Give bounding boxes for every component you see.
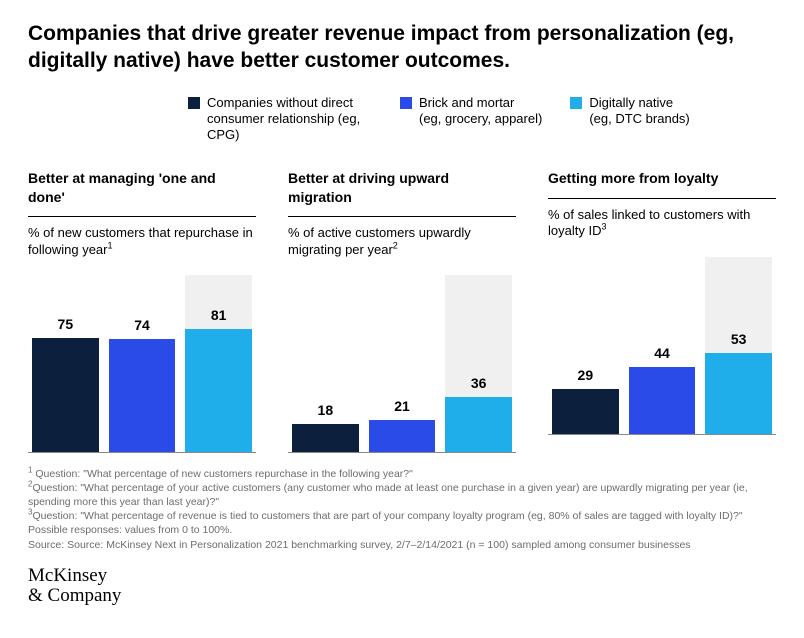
- bar-wrap: 29: [552, 257, 619, 434]
- bar-value-label: 81: [211, 307, 227, 323]
- chart-area: 29 44 53: [548, 257, 776, 435]
- bar: [185, 329, 252, 452]
- bar: [705, 353, 772, 434]
- bar-value-label: 36: [471, 375, 487, 391]
- mckinsey-logo: McKinsey & Company: [28, 566, 776, 606]
- bar: [445, 397, 512, 452]
- chart-panel: Better at managing 'one and done' % of ne…: [28, 169, 256, 452]
- legend-item: Brick and mortar (eg, grocery, apparel): [400, 95, 542, 144]
- footnotes: 1 Question: "What percentage of new cust…: [28, 467, 776, 552]
- bar-value-label: 53: [731, 331, 747, 347]
- legend-label: Brick and mortar (eg, grocery, apparel): [419, 95, 542, 128]
- panel-title: Better at driving upward migration: [288, 169, 516, 205]
- legend: Companies without direct consumer relati…: [188, 95, 776, 144]
- bar-wrap: 18: [292, 275, 359, 452]
- footnote-line: 2Question: "What percentage of your acti…: [28, 481, 776, 509]
- footnote-line: Source: Source: McKinsey Next in Persona…: [28, 538, 776, 552]
- bar-value-label: 74: [134, 317, 150, 333]
- bar-wrap: 44: [629, 257, 696, 434]
- panel-title: Getting more from loyalty: [548, 169, 776, 187]
- chart-area: 18 21 36: [288, 275, 516, 453]
- bar-wrap: 74: [109, 275, 176, 452]
- panel-divider: [548, 198, 776, 199]
- bar-value-label: 29: [578, 367, 594, 383]
- panel-title: Better at managing 'one and done': [28, 169, 256, 205]
- chart-area: 75 74 81: [28, 275, 256, 453]
- bar-wrap: 21: [369, 275, 436, 452]
- panel-subtitle: % of new customers that repurchase in fo…: [28, 225, 256, 261]
- panel-divider: [288, 216, 516, 217]
- bar: [369, 420, 436, 452]
- legend-swatch: [188, 97, 200, 109]
- bar-value-label: 44: [654, 345, 670, 361]
- bar: [292, 424, 359, 451]
- bar-wrap: 36: [445, 275, 512, 452]
- bar-wrap: 75: [32, 275, 99, 452]
- legend-item: Digitally native (eg, DTC brands): [570, 95, 689, 144]
- legend-item: Companies without direct consumer relati…: [188, 95, 372, 144]
- legend-swatch: [570, 97, 582, 109]
- bar-value-label: 21: [394, 398, 410, 414]
- panel-subtitle: % of active customers upwardly migrating…: [288, 225, 516, 261]
- bar-wrap: 53: [705, 257, 772, 434]
- panels-row: Better at managing 'one and done' % of ne…: [28, 169, 776, 452]
- panel-divider: [28, 216, 256, 217]
- footnote-line: 1 Question: "What percentage of new cust…: [28, 467, 776, 481]
- bar: [109, 339, 176, 451]
- bar-value-label: 18: [318, 402, 334, 418]
- bar-value-label: 75: [58, 316, 74, 332]
- legend-swatch: [400, 97, 412, 109]
- logo-line2: & Company: [28, 586, 776, 606]
- chart-panel: Better at driving upward migration % of a…: [288, 169, 516, 452]
- chart-panel: Getting more from loyalty % of sales link…: [548, 169, 776, 452]
- legend-label: Companies without direct consumer relati…: [207, 95, 372, 144]
- logo-line1: McKinsey: [28, 566, 776, 586]
- bar: [629, 367, 696, 434]
- bar: [32, 338, 99, 452]
- bar: [552, 389, 619, 433]
- page-title: Companies that drive greater revenue imp…: [28, 20, 776, 75]
- legend-label: Digitally native (eg, DTC brands): [589, 95, 689, 128]
- panel-subtitle: % of sales linked to customers with loya…: [548, 207, 776, 243]
- footnote-line: 3Question: "What percentage of revenue i…: [28, 509, 776, 537]
- bar-wrap: 81: [185, 275, 252, 452]
